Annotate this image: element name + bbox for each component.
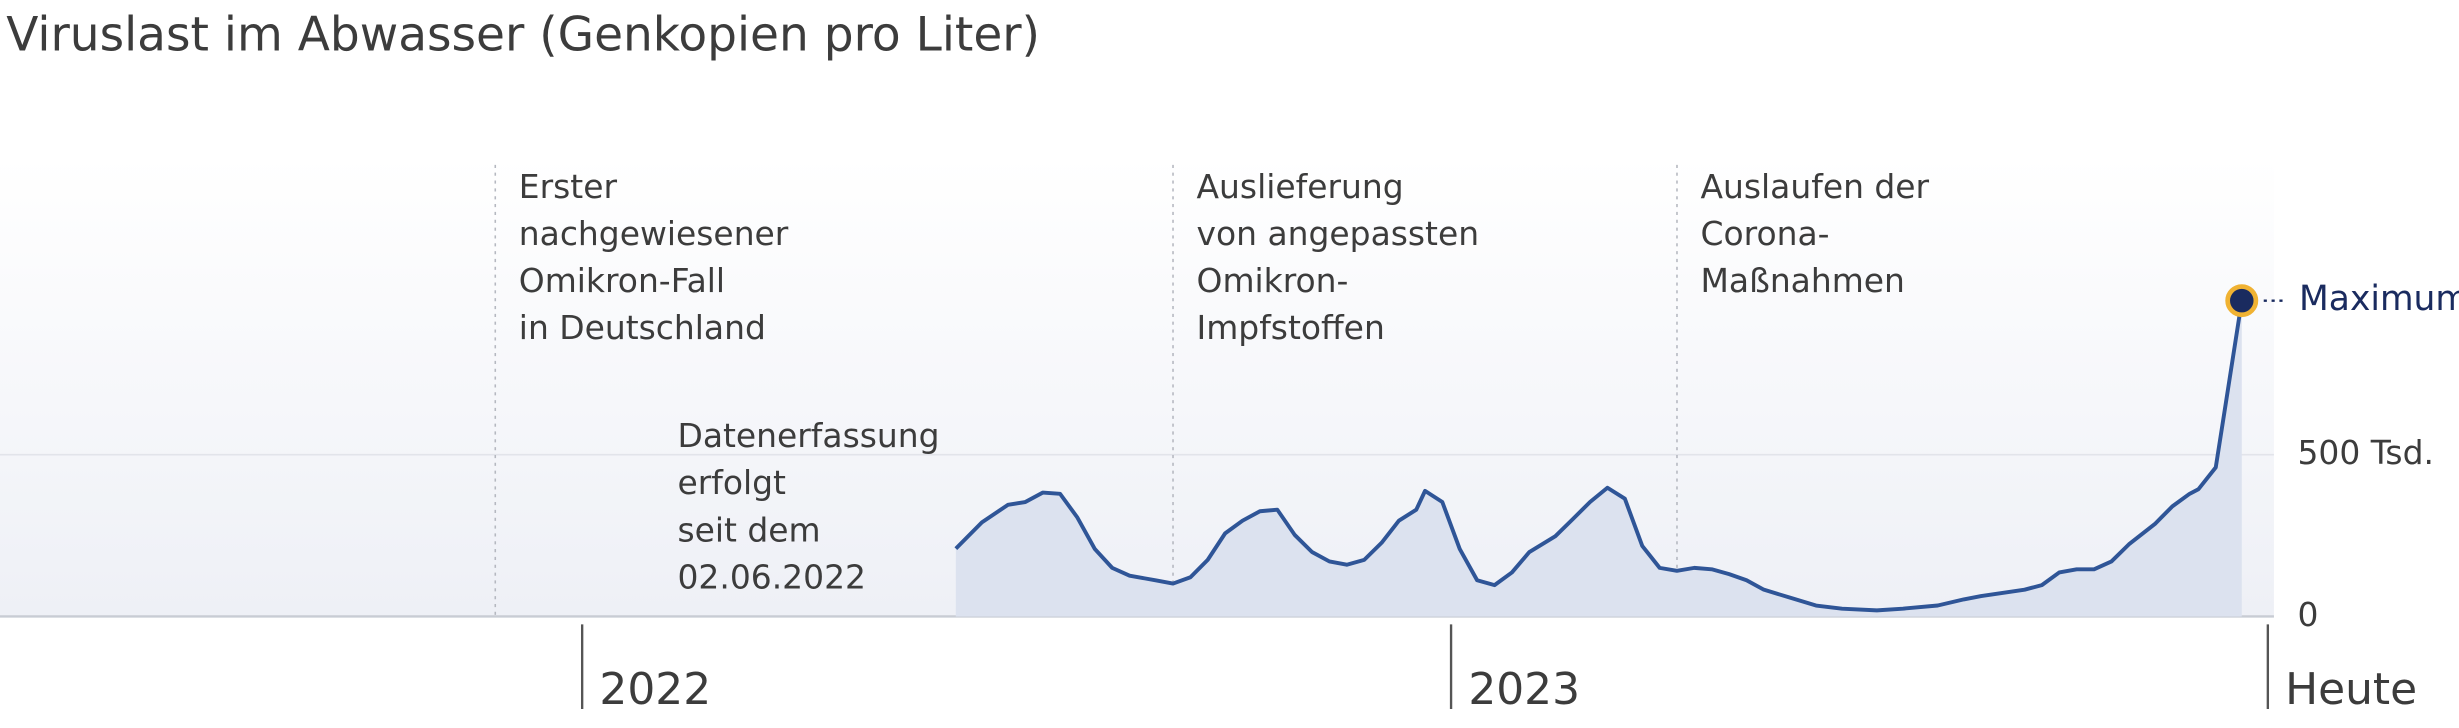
annotation-text: Auslaufen der bbox=[1701, 167, 1930, 206]
note-text: seit dem bbox=[677, 510, 820, 549]
y-tick-label: 500 Tsd. bbox=[2297, 433, 2433, 472]
area bbox=[955, 300, 2242, 617]
chart-title: Viruslast im Abwasser (Genkopien pro Lit… bbox=[6, 7, 1040, 62]
max-label: Maximum bbox=[2299, 279, 2459, 319]
annotation-text: in Deutschland bbox=[519, 308, 766, 347]
max-marker bbox=[2225, 284, 2259, 318]
annotation-text: nachgewiesener bbox=[519, 214, 789, 253]
x-tick-label: 2022 bbox=[599, 664, 711, 715]
annotation-text: Omikron- bbox=[1197, 261, 1349, 300]
annotation-text: Auslieferung bbox=[1197, 167, 1404, 206]
annotation-text: Impfstoffen bbox=[1197, 308, 1385, 347]
annotation-text: Corona- bbox=[1701, 214, 1830, 253]
line bbox=[954, 300, 2244, 613]
annotation-text: von angepassten bbox=[1197, 214, 1480, 253]
note-text: 02.06.2022 bbox=[677, 557, 866, 596]
y-tick-label: 0 bbox=[2297, 595, 2318, 634]
note-text: erfolgt bbox=[677, 463, 786, 502]
x-tick-label: Heute bbox=[2285, 664, 2417, 715]
plot-background bbox=[0, 156, 2274, 617]
annotation-text: Omikron-Fall bbox=[519, 261, 725, 300]
annotation-text: Maßnahmen bbox=[1701, 261, 1905, 300]
note-text: Datenerfassung bbox=[677, 416, 939, 455]
x-tick-label: 2023 bbox=[1468, 664, 1580, 715]
annotation-text: Erster bbox=[519, 167, 618, 206]
